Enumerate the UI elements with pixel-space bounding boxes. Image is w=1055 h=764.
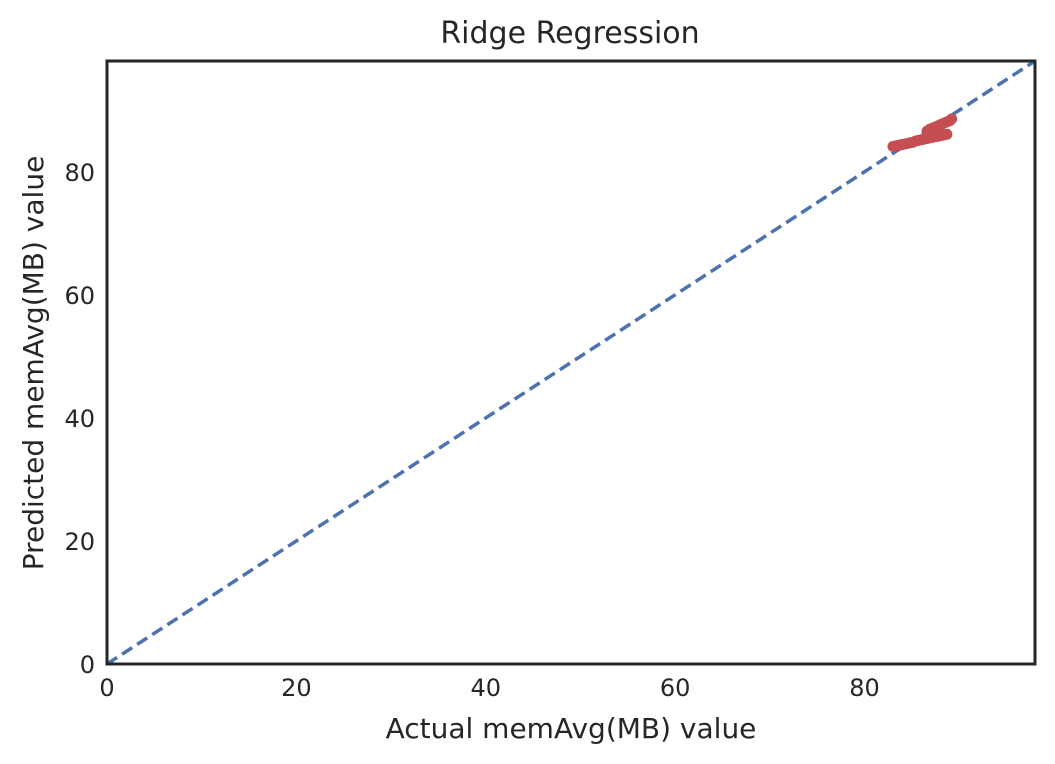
x-tick-label: 0 xyxy=(99,674,114,702)
x-tick-label: 20 xyxy=(281,674,312,702)
chart-title: Ridge Regression xyxy=(440,16,699,51)
y-axis-label: Predicted memAvg(MB) value xyxy=(17,156,50,571)
y-tick-label: 0 xyxy=(80,651,95,679)
y-tick-label: 80 xyxy=(64,159,95,187)
scatter-point xyxy=(946,113,958,125)
y-tick-label: 20 xyxy=(64,528,95,556)
reference-line xyxy=(106,59,1036,666)
y-tick-label: 40 xyxy=(64,405,95,433)
x-axis-label: Actual memAvg(MB) value xyxy=(386,712,757,745)
x-tick-label: 60 xyxy=(660,674,691,702)
y-tick-label: 60 xyxy=(64,282,95,310)
x-tick-label: 80 xyxy=(849,674,880,702)
x-tick-label: 40 xyxy=(471,674,502,702)
scatter-point xyxy=(931,124,943,136)
plot-frame xyxy=(105,59,1037,666)
